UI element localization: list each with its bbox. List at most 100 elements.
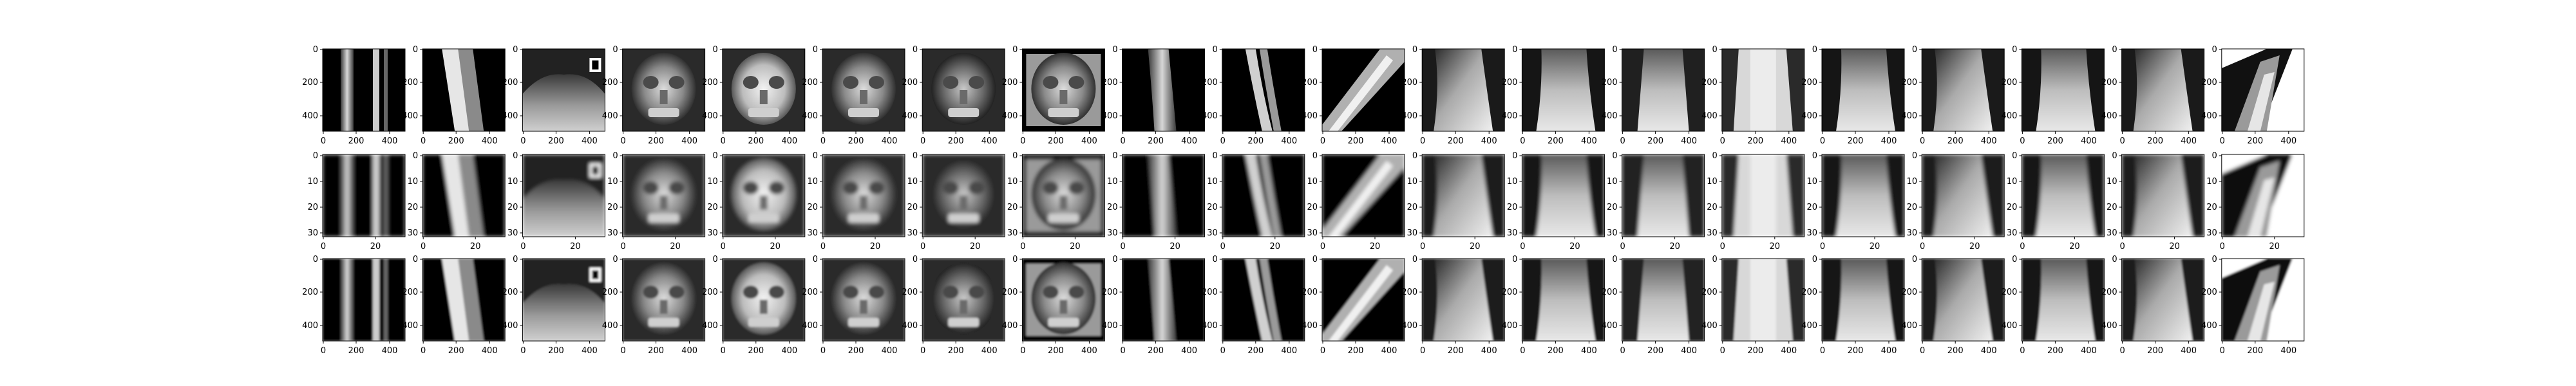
xray-foot-oblique-image xyxy=(1522,259,1605,341)
xray-foot-ap-image xyxy=(1622,154,1705,237)
y-tick-label: 400 xyxy=(2201,321,2217,331)
x-tick-label: 0 xyxy=(321,242,326,252)
x-tick-label: 20 xyxy=(970,242,981,252)
x-tick-label: 400 xyxy=(1181,136,1197,146)
x-tick-label: 0 xyxy=(1320,346,1325,356)
axes-frame xyxy=(622,258,706,342)
y-tick-label: 30 xyxy=(1207,228,1218,238)
y-tick-label: 0 xyxy=(913,45,918,55)
y-tick-label: 200 xyxy=(1502,288,1518,297)
y-tick-label: 0 xyxy=(1213,45,1218,55)
x-tick-label: 0 xyxy=(1220,242,1226,252)
y-tick-label: 200 xyxy=(702,288,718,297)
x-tick-label: 0 xyxy=(1120,136,1125,146)
y-tick-label: 400 xyxy=(1401,321,1417,331)
x-tick-label: 400 xyxy=(1681,136,1697,146)
original-row-panel-8: 0 200 400 0 200 400 xyxy=(1002,45,1105,146)
x-tick-label: 400 xyxy=(1681,346,1697,356)
x-tick-label: 20 xyxy=(470,242,481,252)
y-tick-label: 0 xyxy=(2112,255,2117,264)
downsampled-row-panel-6: 0 20 0 10 20 30 xyxy=(807,151,905,252)
xray-skull-frontal-framed-image xyxy=(1022,49,1105,131)
xray-knee-with-marker-image xyxy=(522,49,605,131)
x-tick-label: 400 xyxy=(882,346,898,356)
y-tick-label: 0 xyxy=(1412,45,1417,55)
x-tick-label: 400 xyxy=(1381,136,1397,146)
y-tick-label: 400 xyxy=(802,321,818,331)
xray-ankle-rotated-image xyxy=(2221,259,2304,341)
axes-frame xyxy=(2021,258,2105,342)
y-tick-label: 400 xyxy=(1102,111,1118,121)
axes-frame xyxy=(1821,258,1905,342)
axes-frame xyxy=(522,48,605,132)
y-tick-label: 400 xyxy=(1602,321,1618,331)
y-tick-label: 10 xyxy=(907,177,918,187)
y-tick-label: 0 xyxy=(413,151,418,161)
x-tick-label: 20 xyxy=(1669,242,1680,252)
y-tick-label: 0 xyxy=(1612,45,1617,55)
y-tick-label: 200 xyxy=(1202,78,1218,87)
x-tick-label: 400 xyxy=(382,136,398,146)
xray-skull-frontal-dark-image xyxy=(922,259,1005,341)
x-tick-label: 20 xyxy=(2269,242,2280,252)
x-tick-label: 0 xyxy=(920,136,925,146)
x-tick-label: 0 xyxy=(1820,346,1825,356)
y-tick-label: 20 xyxy=(907,203,918,212)
y-tick-label: 20 xyxy=(1407,203,1418,212)
x-tick-label: 0 xyxy=(1220,136,1226,146)
y-tick-label: 400 xyxy=(1801,111,1817,121)
xray-foot-lateral-image xyxy=(1922,154,2005,237)
axes-frame xyxy=(1521,48,1605,132)
y-tick-label: 0 xyxy=(1213,151,1218,161)
y-tick-label: 200 xyxy=(1002,78,1018,87)
y-tick-label: 20 xyxy=(707,203,718,212)
y-tick-label: 400 xyxy=(1801,321,1817,331)
y-tick-label: 20 xyxy=(1107,203,1118,212)
xray-foot-oblique-image xyxy=(2022,259,2105,341)
y-tick-label: 0 xyxy=(1812,151,1817,161)
y-tick-label: 200 xyxy=(902,78,918,87)
axes-frame xyxy=(1721,154,1805,237)
x-tick-label: 400 xyxy=(1981,136,1997,146)
y-tick-label: 0 xyxy=(513,255,518,264)
x-tick-label: 20 xyxy=(2069,242,2080,252)
xray-foot-lateral-image xyxy=(1922,49,2005,131)
original-row-panel-9: 0 200 400 0 200 400 xyxy=(1102,45,1206,146)
xray-long-bone-diagonal-image xyxy=(1322,259,1405,341)
y-tick-label: 0 xyxy=(2212,255,2217,264)
x-tick-label: 400 xyxy=(1581,346,1597,356)
downsampled-row-panel-7: 0 20 0 10 20 30 xyxy=(907,151,1005,252)
y-tick-label: 0 xyxy=(913,151,918,161)
x-tick-label: 0 xyxy=(1420,242,1425,252)
y-tick-label: 30 xyxy=(1907,228,1918,238)
axes-frame xyxy=(1921,154,2005,237)
xray-long-bone-tilted-image xyxy=(422,49,506,131)
y-tick-label: 200 xyxy=(1901,288,1917,297)
y-tick-label: 20 xyxy=(507,203,518,212)
y-tick-label: 0 xyxy=(1512,255,1517,264)
y-tick-label: 400 xyxy=(2002,111,2018,121)
reconstructed-row-panel-4: 0 200 400 0 200 400 xyxy=(602,255,706,356)
x-tick-label: 200 xyxy=(648,346,664,356)
x-tick-label: 0 xyxy=(2220,242,2225,252)
x-tick-label: 400 xyxy=(2280,136,2297,146)
x-tick-label: 0 xyxy=(1820,242,1825,252)
y-tick-label: 200 xyxy=(1102,288,1118,297)
downsampled-row-panel-11: 0 20 0 10 20 30 xyxy=(1307,151,1405,252)
x-tick-label: 0 xyxy=(520,136,526,146)
y-tick-label: 0 xyxy=(2012,255,2017,264)
x-tick-label: 400 xyxy=(482,346,498,356)
xray-knee-with-marker-image xyxy=(522,259,605,341)
y-tick-label: 10 xyxy=(1007,177,1018,187)
axes-frame xyxy=(2021,48,2105,132)
y-tick-label: 0 xyxy=(1712,255,1718,264)
y-tick-label: 20 xyxy=(1607,203,1618,212)
y-tick-label: 0 xyxy=(2112,151,2117,161)
xray-long-bone-diagonal-image xyxy=(1322,49,1405,131)
xray-skull-frontal-bright-image xyxy=(722,259,805,341)
y-tick-label: 20 xyxy=(307,203,318,212)
y-tick-label: 400 xyxy=(1002,321,1018,331)
y-tick-label: 10 xyxy=(1707,177,1718,187)
xray-foot-lateral-image xyxy=(2121,49,2204,131)
x-tick-label: 400 xyxy=(1481,346,1497,356)
